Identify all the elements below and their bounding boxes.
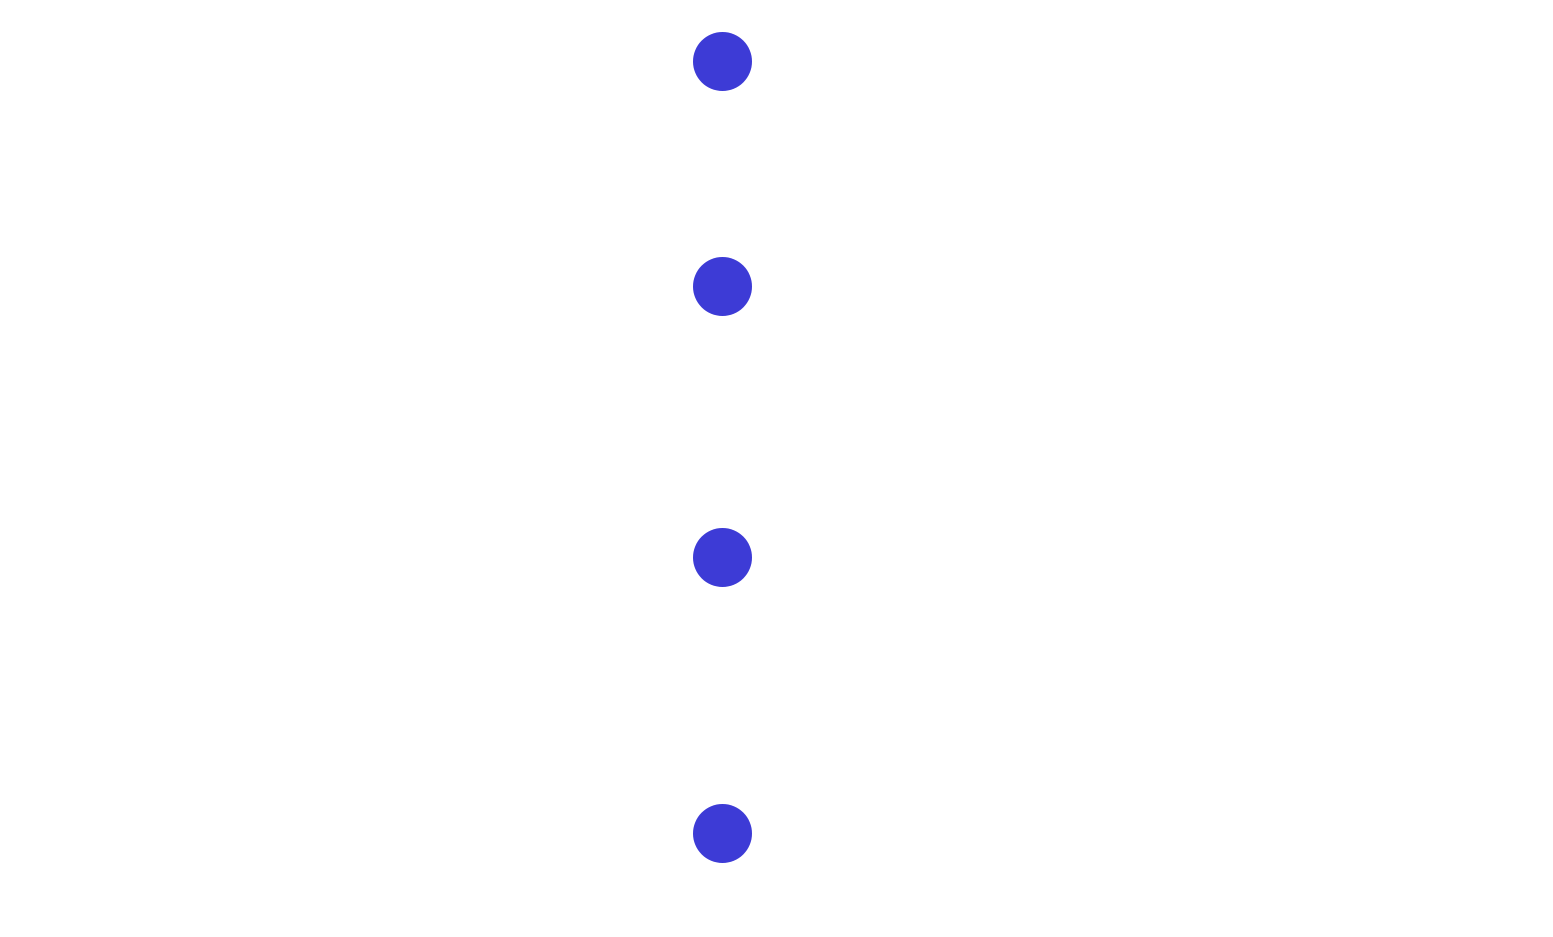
dot-2	[693, 257, 752, 316]
dot-1	[693, 32, 752, 91]
dot-4	[693, 804, 752, 863]
dot-3	[693, 528, 752, 587]
